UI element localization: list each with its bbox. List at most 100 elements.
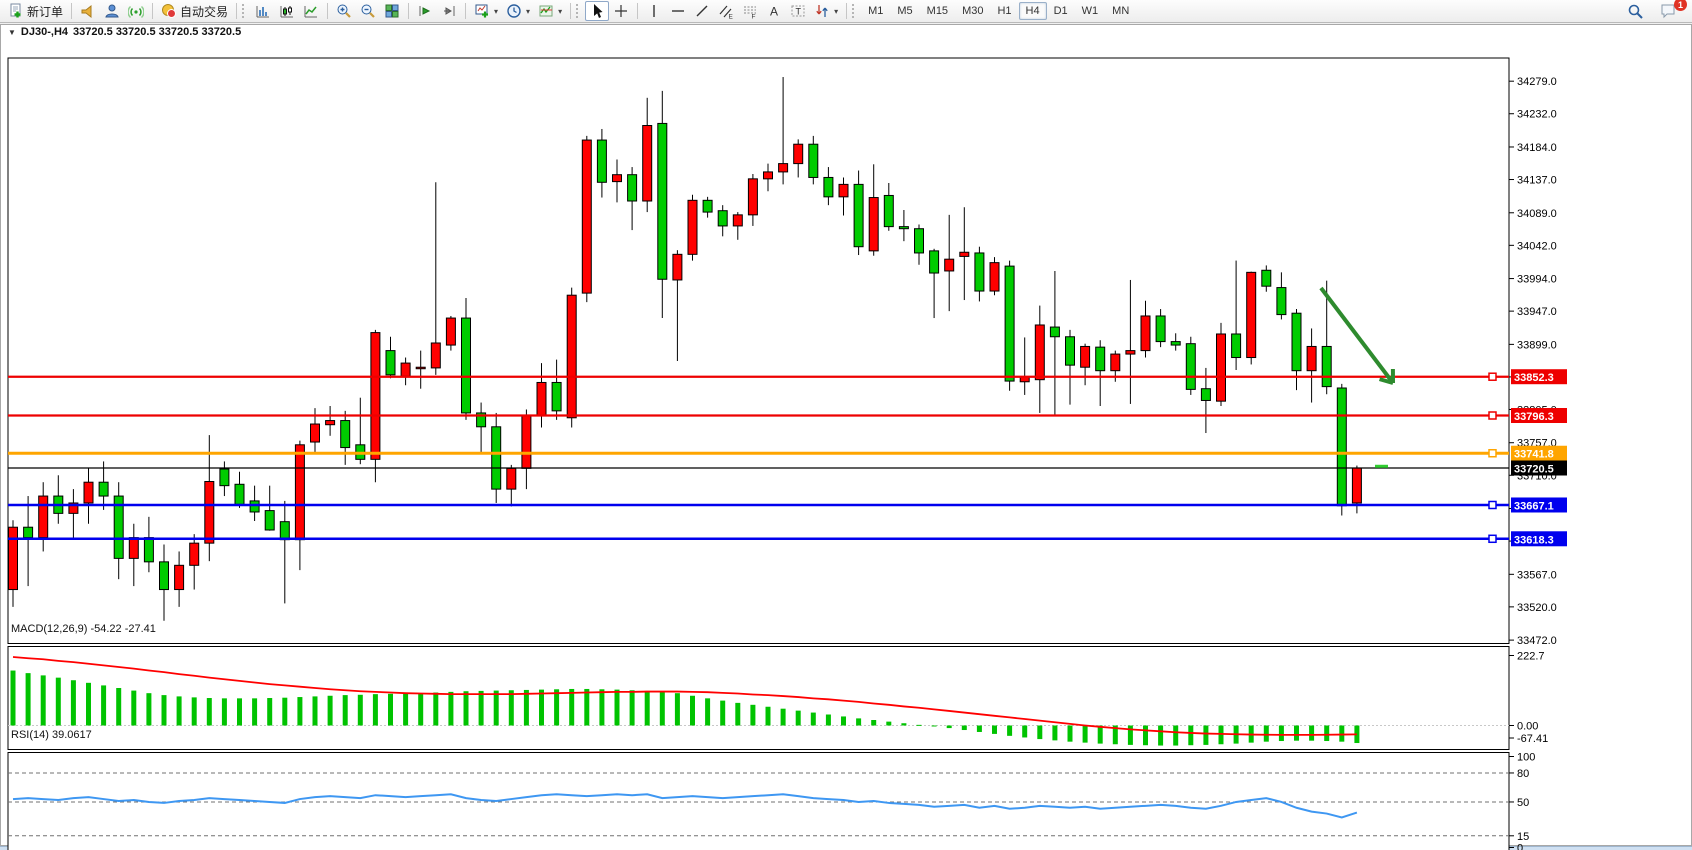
macd-signal-line <box>12 656 1357 736</box>
chart-canvas[interactable]: 34279.0 34232.0 34184.0 34137.0 34089.0 34042… <box>1 25 1692 850</box>
svg-text:0: 0 <box>1517 843 1523 850</box>
auto-scroll-button[interactable] <box>413 1 437 21</box>
label-tool-button[interactable]: T <box>786 1 810 21</box>
crosshair-tool-button[interactable] <box>609 1 633 21</box>
tf-MN[interactable]: MN <box>1105 2 1136 20</box>
periods-button[interactable]: ▾ <box>502 1 534 21</box>
zoom-out-icon <box>360 3 376 19</box>
tf-M15[interactable]: M15 <box>920 2 955 20</box>
tile-windows-button[interactable] <box>380 1 404 21</box>
sound-button[interactable] <box>76 1 100 21</box>
one-click-panel-toggle[interactable]: ▼ <box>8 27 16 37</box>
svg-text:33994.0: 33994.0 <box>1517 274 1557 286</box>
tf-H1[interactable]: H1 <box>990 2 1018 20</box>
auto-trading-button[interactable]: 自动交易 <box>157 1 232 22</box>
chart-ohlc-values: 33720.5 33720.5 33720.5 33720.5 <box>73 26 242 38</box>
toolbar-right: 1 <box>1623 0 1688 22</box>
bars-chart-icon <box>255 3 271 19</box>
chart-window[interactable]: 34279.0 34232.0 34184.0 34137.0 34089.0 34042… <box>0 24 1692 850</box>
svg-text:34232.0: 34232.0 <box>1517 109 1557 121</box>
tf-M30[interactable]: M30 <box>955 2 990 20</box>
tf-M5-label: M5 <box>897 5 913 17</box>
svg-text:F: F <box>752 14 756 20</box>
new-order-button-label: 新订单 <box>27 4 64 19</box>
price-badge: 33667.1 <box>1511 497 1567 513</box>
chart-shift-button[interactable] <box>437 1 461 21</box>
tf-W1[interactable]: W1 <box>1075 2 1106 20</box>
trendline-tool-button[interactable] <box>690 1 714 21</box>
chat-button[interactable]: 1 <box>1656 0 1687 21</box>
new-order-button[interactable]: 新订单 <box>4 1 67 22</box>
svg-text:33852.3: 33852.3 <box>1514 372 1554 384</box>
svg-text:222.7: 222.7 <box>1517 651 1545 663</box>
svg-text:33567.0: 33567.0 <box>1517 569 1557 581</box>
down-arrow-annotation[interactable] <box>1319 286 1395 385</box>
bar-chart-mode-button[interactable] <box>251 1 275 21</box>
toolbar-separator <box>236 3 238 19</box>
new-chart-button[interactable]: ▾ <box>470 1 502 21</box>
hline-tool-button[interactable] <box>666 1 690 21</box>
channel-tool-button[interactable]: E <box>714 1 738 21</box>
signals-button[interactable] <box>124 1 148 21</box>
toolbar-separator <box>408 3 410 19</box>
horizontal-level-lines[interactable] <box>8 372 1509 544</box>
main-pane <box>7 57 1510 644</box>
tf-M1[interactable]: M1 <box>861 2 890 20</box>
line-chart-mode-button[interactable] <box>299 1 323 21</box>
candle-chart-mode-button[interactable] <box>275 1 299 21</box>
dropdown-caret-icon: ▾ <box>834 6 839 16</box>
hline-icon <box>670 3 686 19</box>
tf-W1-label: W1 <box>1081 5 1099 17</box>
auto-trading-button-label: 自动交易 <box>180 4 229 19</box>
zoom-out-button[interactable] <box>356 1 380 21</box>
search-button[interactable] <box>1623 1 1648 22</box>
cursor-tool-button[interactable] <box>585 1 610 21</box>
tf-M30-label: M30 <box>962 5 984 17</box>
svg-text:80: 80 <box>1517 768 1529 780</box>
dropdown-caret-icon: ▾ <box>558 6 563 16</box>
autotrade-icon <box>161 3 177 19</box>
toolbar-grip <box>852 4 858 18</box>
shapes-tool-button[interactable]: ▾ <box>810 1 842 21</box>
tf-H4[interactable]: H4 <box>1018 2 1047 20</box>
tf-D1-label: D1 <box>1053 5 1068 17</box>
vline-tool-button[interactable] <box>642 1 666 21</box>
svg-text:33618.3: 33618.3 <box>1514 534 1554 546</box>
zoom-in-icon <box>336 3 352 19</box>
price-badge: 33720.5 <box>1511 460 1567 476</box>
svg-text:0.00: 0.00 <box>1517 721 1538 733</box>
tf-D1[interactable]: D1 <box>1047 2 1075 20</box>
chart-title: ▼ DJ30-,H4 33720.5 33720.5 33720.5 33720… <box>8 26 241 38</box>
new-order-icon <box>8 3 24 19</box>
svg-text:33472.0: 33472.0 <box>1517 635 1557 647</box>
indicators-button[interactable]: ▾ <box>534 1 566 21</box>
toolbar-grip <box>576 4 582 18</box>
fibonacci-tool-button[interactable]: F <box>738 1 762 21</box>
svg-text:33947.0: 33947.0 <box>1517 306 1557 318</box>
svg-text:33520.0: 33520.0 <box>1517 602 1557 614</box>
cursor-icon <box>589 3 605 19</box>
text-icon: A <box>766 3 782 19</box>
svg-text:33667.1: 33667.1 <box>1514 500 1554 512</box>
svg-text:33741.8: 33741.8 <box>1514 449 1554 461</box>
svg-text:E: E <box>729 14 734 20</box>
svg-text:34279.0: 34279.0 <box>1517 76 1557 88</box>
toolbar-group: E F A T ▾ <box>642 0 842 22</box>
svg-text:34137.0: 34137.0 <box>1517 175 1557 187</box>
text-tool-button[interactable]: A <box>762 1 786 21</box>
svg-text:15: 15 <box>1517 831 1529 843</box>
toolbar-group <box>413 0 461 22</box>
price-badge: 33618.3 <box>1511 531 1567 547</box>
zoom-in-button[interactable] <box>332 1 356 21</box>
svg-text:-67.41: -67.41 <box>1517 733 1548 745</box>
toolbar-separator <box>570 3 572 19</box>
toolbar-separator <box>152 3 154 19</box>
profiles-button[interactable] <box>100 1 124 21</box>
new-chart-icon <box>474 3 490 19</box>
rsi-line <box>12 793 1358 819</box>
tf-M5[interactable]: M5 <box>890 2 919 20</box>
auto-scroll-icon <box>417 3 433 19</box>
search-icon <box>1627 3 1644 20</box>
chart-shift-icon <box>441 3 457 19</box>
price-scale[interactable]: 34279.0 34232.0 34184.0 34137.0 34089.0 34042… <box>1509 76 1567 647</box>
